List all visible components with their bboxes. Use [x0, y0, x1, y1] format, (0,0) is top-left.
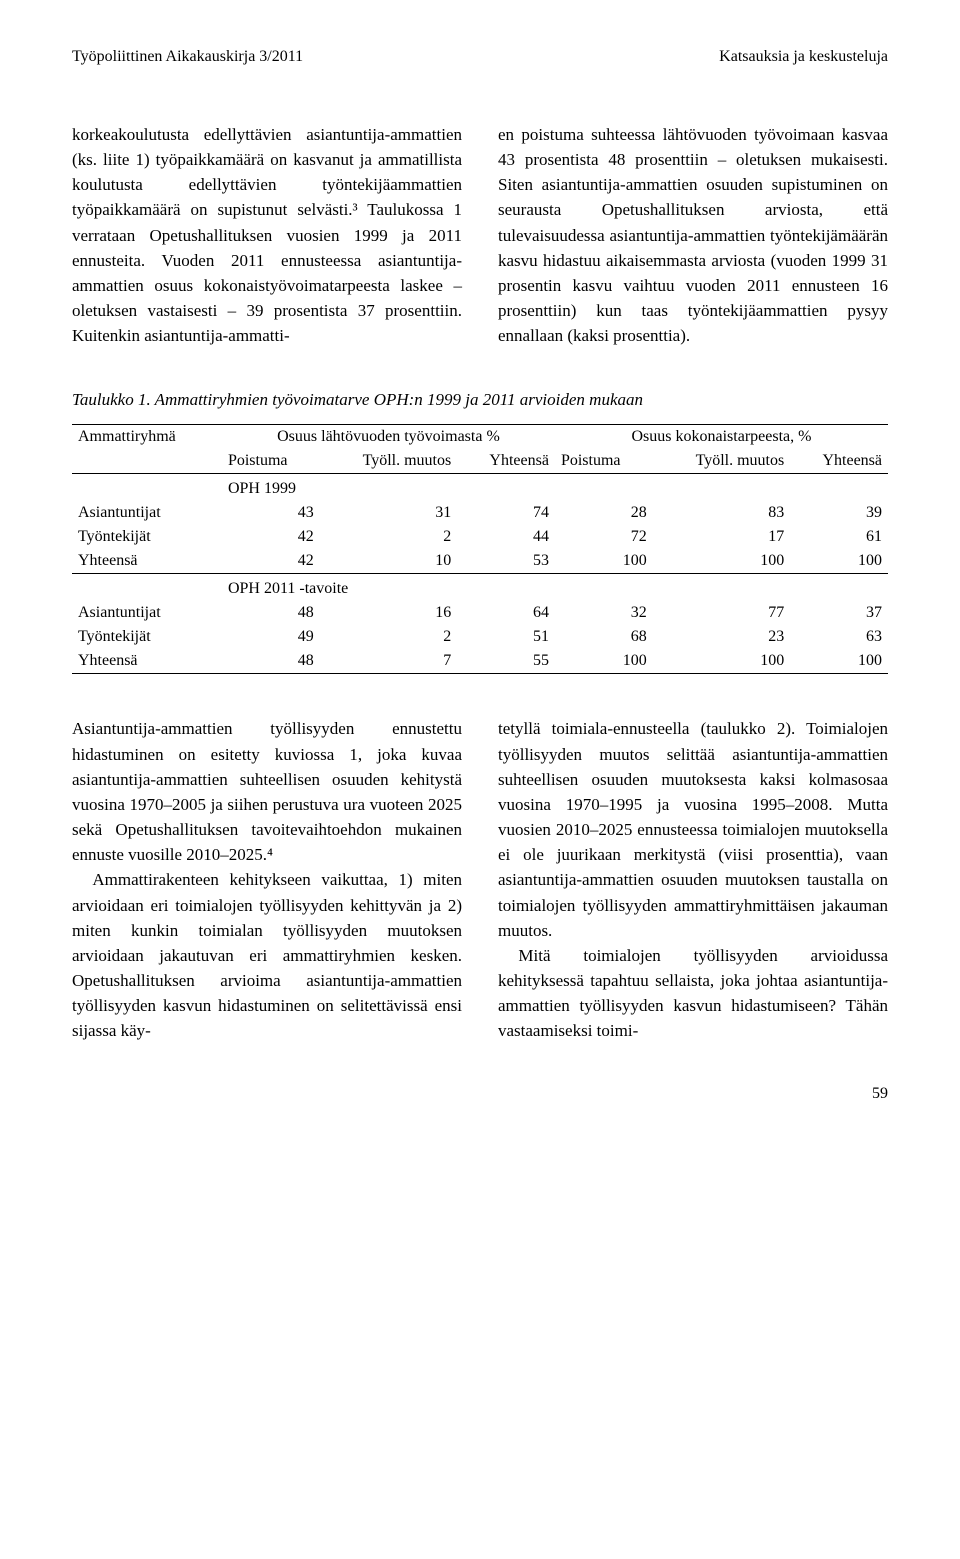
running-header: Työpoliittinen Aikakauskirja 3/2011 Kats…	[72, 48, 888, 66]
cell: 55	[457, 649, 555, 674]
cell: 100	[653, 649, 791, 674]
row-label: Yhteensä	[72, 549, 222, 574]
cell: 63	[790, 625, 888, 649]
cell: 68	[555, 625, 653, 649]
page-number: 59	[72, 1085, 888, 1103]
section2-label: OPH 2011 -tavoite	[222, 574, 888, 602]
top-left-col: korkeakoulutusta edellyttävien asiantunt…	[72, 122, 462, 348]
top-right-col: en poistuma suhteessa lähtövuoden työvoi…	[498, 122, 888, 348]
cell: 77	[653, 601, 791, 625]
bottom-left-p1: Asiantuntija-ammattien työllisyyden ennu…	[72, 716, 462, 867]
th-sub-5: Yhteensä	[790, 449, 888, 474]
cell: 32	[555, 601, 653, 625]
row-label: Yhteensä	[72, 649, 222, 674]
th-sub-1: Työll. muutos	[320, 449, 458, 474]
th-group2: Osuus kokonaistarpeesta, %	[555, 425, 888, 450]
cell: 100	[790, 649, 888, 674]
top-right-paragraph: en poistuma suhteessa lähtövuoden työvoi…	[498, 122, 888, 348]
cell: 100	[790, 549, 888, 574]
cell: 100	[555, 549, 653, 574]
bottom-right-p1: tetyllä toimiala-ennusteella (taulukko 2…	[498, 716, 888, 942]
header-right: Katsauksia ja keskusteluja	[719, 48, 888, 66]
cell: 49	[222, 625, 320, 649]
top-text-block: korkeakoulutusta edellyttävien asiantunt…	[72, 122, 888, 348]
bottom-left-col: Asiantuntija-ammattien työllisyyden ennu…	[72, 716, 462, 1043]
cell: 39	[790, 501, 888, 525]
top-left-paragraph: korkeakoulutusta edellyttävien asiantunt…	[72, 122, 462, 348]
bottom-right-col: tetyllä toimiala-ennusteella (taulukko 2…	[498, 716, 888, 1043]
table-caption: Taulukko 1. Ammattiryhmien työvoimatarve…	[72, 390, 888, 410]
cell: 28	[555, 501, 653, 525]
bottom-left-p2: Ammattirakenteen kehitykseen vaikuttaa, …	[72, 867, 462, 1043]
cell: 16	[320, 601, 458, 625]
th-blank	[72, 449, 222, 474]
th-sub-0: Poistuma	[222, 449, 320, 474]
cell: 7	[320, 649, 458, 674]
row-label: Asiantuntijat	[72, 601, 222, 625]
cell: 100	[653, 549, 791, 574]
section1-label: OPH 1999	[222, 474, 888, 502]
cell: 2	[320, 525, 458, 549]
cell: 51	[457, 625, 555, 649]
cell: 74	[457, 501, 555, 525]
cell: 48	[222, 601, 320, 625]
cell	[72, 574, 222, 602]
cell: 37	[790, 601, 888, 625]
th-sub-3: Poistuma	[555, 449, 653, 474]
th-ammattiryhma: Ammattiryhmä	[72, 425, 222, 450]
row-label: Asiantuntijat	[72, 501, 222, 525]
cell: 53	[457, 549, 555, 574]
th-group1: Osuus lähtövuoden työvoimasta %	[222, 425, 555, 450]
cell: 42	[222, 525, 320, 549]
header-left: Työpoliittinen Aikakauskirja 3/2011	[72, 48, 303, 66]
cell: 23	[653, 625, 791, 649]
cell: 43	[222, 501, 320, 525]
cell: 72	[555, 525, 653, 549]
cell: 61	[790, 525, 888, 549]
th-sub-4: Työll. muutos	[653, 449, 791, 474]
row-label: Työntekijät	[72, 625, 222, 649]
bottom-text-block: Asiantuntija-ammattien työllisyyden ennu…	[72, 716, 888, 1043]
cell	[72, 474, 222, 502]
row-label: Työntekijät	[72, 525, 222, 549]
data-table: Ammattiryhmä Osuus lähtövuoden työvoimas…	[72, 424, 888, 674]
cell: 17	[653, 525, 791, 549]
th-sub-2: Yhteensä	[457, 449, 555, 474]
cell: 42	[222, 549, 320, 574]
cell: 2	[320, 625, 458, 649]
bottom-right-p2: Mitä toimialojen työllisyyden arvioiduss…	[498, 943, 888, 1044]
cell: 83	[653, 501, 791, 525]
cell: 100	[555, 649, 653, 674]
cell: 48	[222, 649, 320, 674]
cell: 44	[457, 525, 555, 549]
cell: 10	[320, 549, 458, 574]
cell: 31	[320, 501, 458, 525]
cell: 64	[457, 601, 555, 625]
